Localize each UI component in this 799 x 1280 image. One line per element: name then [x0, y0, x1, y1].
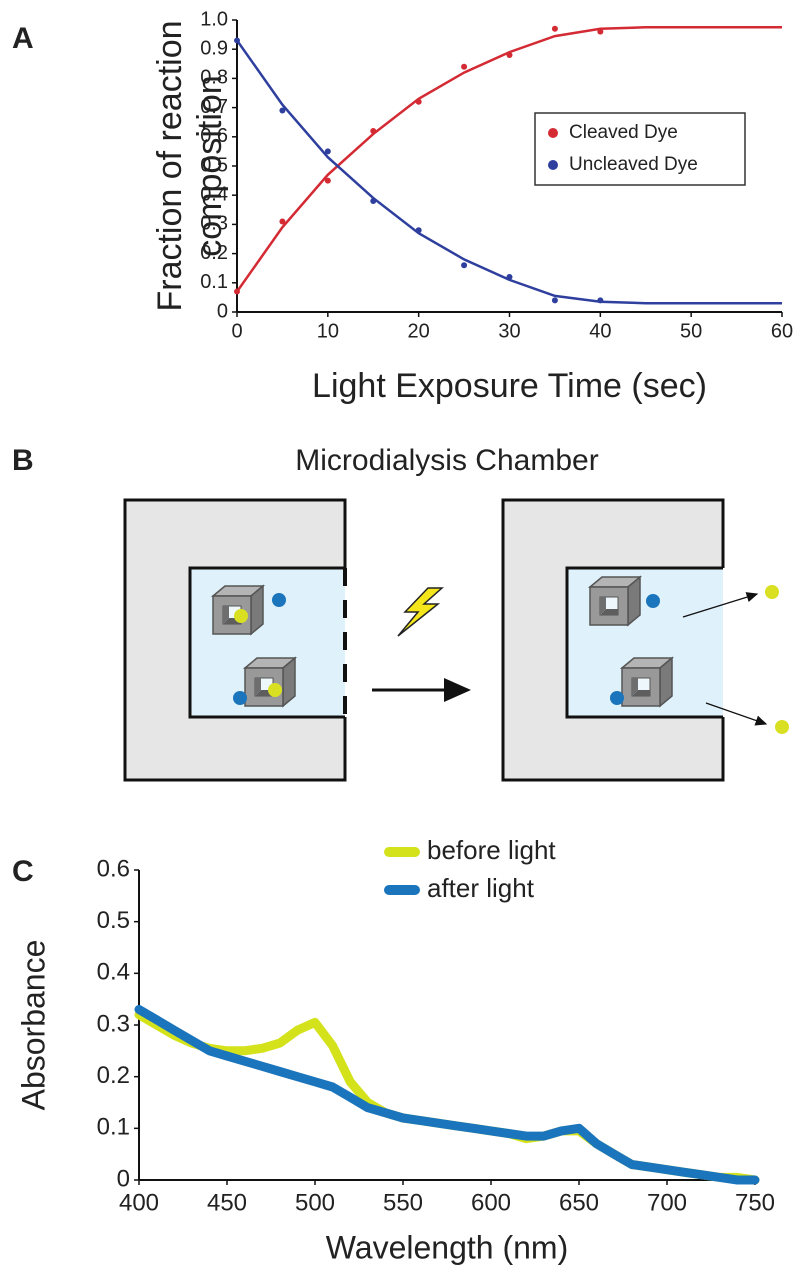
x-tick-label: 20: [408, 320, 430, 342]
data-point: [461, 262, 467, 268]
x-tick-label: 400: [119, 1189, 159, 1216]
x-tick-label: 40: [589, 320, 611, 342]
y-tick-label: 0.4: [97, 959, 130, 986]
legend-marker: [548, 160, 558, 170]
x-tick-label: 500: [295, 1189, 335, 1216]
y-axis-label: Absorbance: [15, 940, 51, 1111]
data-point: [552, 26, 558, 32]
legend-label: before light: [427, 835, 556, 865]
data-point: [325, 178, 331, 184]
series-line: [139, 1015, 755, 1180]
data-point: [461, 64, 467, 70]
legend-label: Cleaved Dye: [569, 122, 678, 143]
chamber-after: [503, 500, 789, 780]
y-tick-label: 0: [217, 300, 228, 322]
data-point: [416, 99, 422, 105]
x-tick-label: 700: [647, 1189, 687, 1216]
data-point: [507, 274, 513, 280]
y-tick-label: 0.1: [97, 1114, 130, 1141]
data-point: [416, 227, 422, 233]
x-tick-label: 0: [231, 320, 242, 342]
x-tick-label: 50: [680, 320, 702, 342]
x-tick-label: 600: [471, 1189, 511, 1216]
data-point: [234, 37, 240, 43]
diagram-title: Microdialysis Chamber: [295, 444, 598, 477]
y-tick-label: 0.5: [97, 907, 130, 934]
panel-label: A: [12, 22, 34, 55]
data-point: [552, 297, 558, 303]
y-axis-label: composition: [191, 75, 229, 256]
x-tick-label: 650: [559, 1189, 599, 1216]
y-tick-label: 0.1: [200, 271, 228, 293]
figure: A B C Microdialysis Chamber 0 0.1 0.2 0.3 0.…: [0, 0, 799, 1280]
chamber-before: [125, 500, 345, 780]
x-tick-label: 30: [498, 320, 520, 342]
y-tick-label: 1.0: [200, 8, 228, 30]
data-point: [597, 29, 603, 35]
data-point: [234, 289, 240, 295]
y-tick-label: 0.2: [97, 1062, 130, 1089]
legend-label: Uncleaved Dye: [569, 154, 698, 175]
data-point: [507, 52, 513, 58]
panel-label: C: [12, 855, 34, 888]
x-tick-label: 750: [735, 1189, 775, 1216]
x-tick-label: 550: [383, 1189, 423, 1216]
y-tick-label: 0: [117, 1165, 130, 1192]
x-axis-label: Wavelength (nm): [326, 1229, 568, 1265]
y-tick-label: 0.9: [200, 37, 228, 59]
y-tick-label: 0.3: [97, 1010, 130, 1037]
panel-label: B: [12, 444, 34, 477]
x-tick-label: 450: [207, 1189, 247, 1216]
data-point: [325, 148, 331, 154]
data-point: [279, 218, 285, 224]
x-tick-label: 10: [317, 320, 339, 342]
y-axis-label: Fraction of reaction: [151, 20, 189, 311]
legend-label: after light: [427, 873, 535, 903]
x-axis-label: Light Exposure Time (sec): [312, 367, 707, 405]
legend-marker: [548, 128, 558, 138]
data-point: [370, 198, 376, 204]
series-line: [139, 1010, 755, 1181]
x-tick-label: 60: [771, 320, 793, 342]
data-point: [279, 108, 285, 114]
data-point: [370, 128, 376, 134]
data-point: [597, 297, 603, 303]
y-tick-label: 0.6: [97, 855, 130, 882]
light-bolt: [398, 588, 442, 636]
